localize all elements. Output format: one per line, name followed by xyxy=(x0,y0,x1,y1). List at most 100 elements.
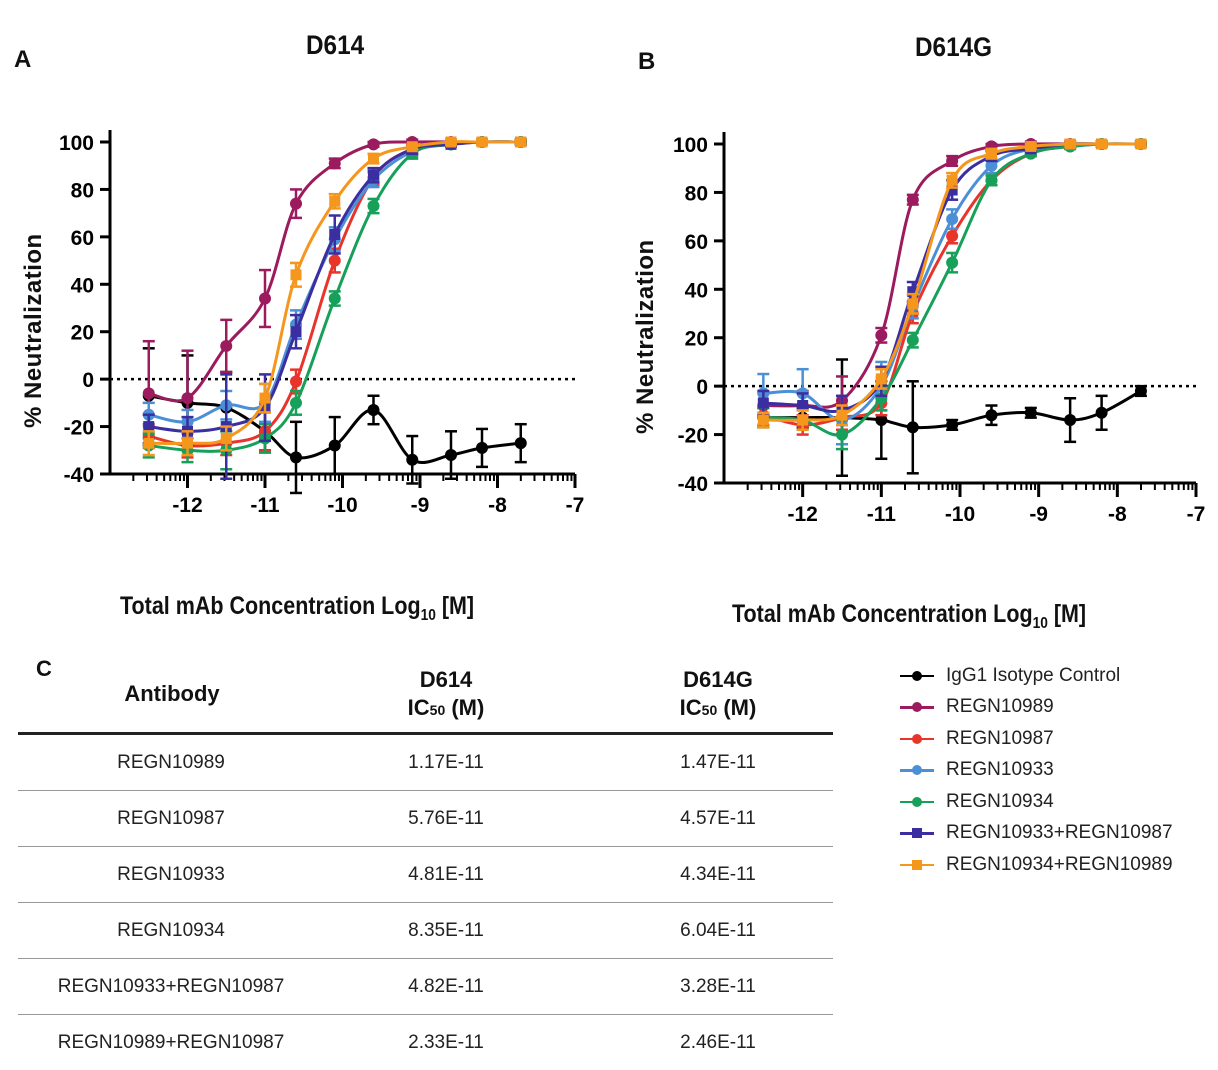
header-d614-unit: (M) xyxy=(445,695,485,720)
data-point xyxy=(946,230,959,243)
header-d614g-ic: IC xyxy=(679,695,702,720)
y-tick-label: 80 xyxy=(685,182,708,205)
data-point xyxy=(907,286,919,298)
data-point xyxy=(1096,138,1108,150)
y-tick-label: 80 xyxy=(71,179,94,202)
chart-legend: IgG1 Isotype Control REGN10989 REGN10987 RE… xyxy=(900,660,1173,881)
x-tick-label: -12 xyxy=(787,503,817,526)
legend-swatch xyxy=(900,666,934,686)
data-point xyxy=(1064,138,1076,150)
y-tick-label: 60 xyxy=(685,231,708,254)
y-tick-label: -20 xyxy=(678,425,708,448)
data-point xyxy=(906,421,919,434)
chart-a-title: D614 xyxy=(306,30,365,60)
legend-item: REGN10933+REGN10987 xyxy=(900,818,1173,850)
chart-b-x-title: Total mAb Concentration Log10 [M] xyxy=(732,600,1086,633)
data-point xyxy=(875,329,888,342)
data-point xyxy=(290,396,302,409)
cell-antibody: REGN10934 xyxy=(117,920,225,941)
data-point xyxy=(476,441,488,454)
cell-antibody: REGN10987 xyxy=(117,808,225,829)
chart-a-x-title: Total mAb Concentration Log10 [M] xyxy=(120,592,474,625)
table-row: REGN10933 4.81E-11 4.34E-11 xyxy=(18,847,833,903)
data-point xyxy=(329,195,341,207)
data-point xyxy=(328,439,341,452)
cell-antibody: REGN10933+REGN10987 xyxy=(57,976,285,997)
data-point xyxy=(220,339,233,352)
data-point xyxy=(1134,384,1147,397)
legend-marker xyxy=(912,670,922,681)
legend-swatch xyxy=(900,792,934,812)
y-tick-label: 60 xyxy=(71,227,94,250)
x-tick-label: -11 xyxy=(250,494,280,517)
cell-d614: 4.82E-11 xyxy=(408,976,484,997)
chart-a-x-title-text: Total mAb Concentration Log xyxy=(120,592,421,620)
legend-item: REGN10933 xyxy=(900,755,1173,787)
y-tick-label: 20 xyxy=(71,322,94,345)
data-point xyxy=(985,148,997,160)
cell-d614g: 4.57E-11 xyxy=(680,808,756,829)
header-d614-line2: IC50 (M) xyxy=(386,694,506,724)
cell-d614g: 1.47E-11 xyxy=(680,752,756,773)
data-point xyxy=(1064,414,1077,427)
legend-item: REGN10987 xyxy=(900,723,1173,755)
data-point xyxy=(875,373,887,385)
cell-d614: 5.76E-11 xyxy=(408,808,484,829)
table-row: REGN10987 5.76E-11 4.57E-11 xyxy=(18,791,833,847)
data-point xyxy=(143,437,155,449)
data-point xyxy=(143,421,155,433)
x-tick-label: -7 xyxy=(566,494,585,517)
data-point xyxy=(836,428,848,441)
x-tick-label: -8 xyxy=(488,494,507,517)
data-point xyxy=(946,174,958,186)
data-point xyxy=(220,432,232,444)
chart-b-x-title-sub: 10 xyxy=(1032,615,1048,632)
header-d614g-unit: (M) xyxy=(717,695,757,720)
legend-marker xyxy=(912,765,922,776)
data-point xyxy=(367,138,380,151)
data-point xyxy=(985,174,998,187)
data-point xyxy=(797,414,809,426)
data-point xyxy=(946,418,959,431)
legend-marker xyxy=(912,828,922,839)
data-point xyxy=(181,392,194,405)
legend-swatch xyxy=(900,823,934,843)
cell-antibody: REGN10989 xyxy=(117,752,225,773)
legend-swatch xyxy=(900,760,934,780)
chart-a-plot: -40 -20 0 20 40 60 80 100 -12 -11 -10 -9 -8 -7 xyxy=(59,130,585,517)
cell-d614g: 6.04E-11 xyxy=(680,920,756,941)
data-point xyxy=(1025,140,1037,152)
data-point xyxy=(328,292,341,305)
cell-d614: 8.35E-11 xyxy=(408,920,484,941)
legend-swatch xyxy=(900,855,934,875)
header-d614g-line2: IC50 (M) xyxy=(658,694,778,724)
panel-letter-b: B xyxy=(638,48,656,75)
x-tick-label: -12 xyxy=(172,494,202,517)
header-d614: D614 IC50 (M) xyxy=(386,666,506,724)
data-point xyxy=(445,136,457,148)
x-tick-label: -7 xyxy=(1187,503,1206,526)
y-tick-label: -40 xyxy=(678,473,708,496)
data-point xyxy=(514,437,527,450)
chart-b-title: D614G xyxy=(915,32,993,62)
y-tick-label: 0 xyxy=(696,376,708,399)
legend-label: REGN10989 xyxy=(946,696,1054,718)
header-antibody: Antibody xyxy=(124,681,220,706)
cell-d614g: 3.28E-11 xyxy=(680,976,756,997)
x-tick-label: -11 xyxy=(867,503,897,526)
data-point xyxy=(946,256,959,269)
data-point xyxy=(757,397,769,409)
legend-item: REGN10989 xyxy=(900,692,1173,724)
ic50-table: Antibody D614 IC50 (M) D614G IC50 (M) RE… xyxy=(18,660,833,1070)
data-point xyxy=(476,136,488,148)
legend-swatch xyxy=(900,729,934,749)
header-d614g-sub: 50 xyxy=(701,702,718,718)
data-point xyxy=(1135,138,1147,150)
y-tick-label: 20 xyxy=(685,328,708,351)
legend-item: REGN10934+REGN10989 xyxy=(900,849,1173,881)
data-point xyxy=(946,154,959,167)
legend-marker xyxy=(912,733,922,744)
panel-letter-a: A xyxy=(14,46,32,73)
data-point xyxy=(406,141,418,153)
table-row: REGN10989 1.17E-11 1.47E-11 xyxy=(18,735,833,791)
